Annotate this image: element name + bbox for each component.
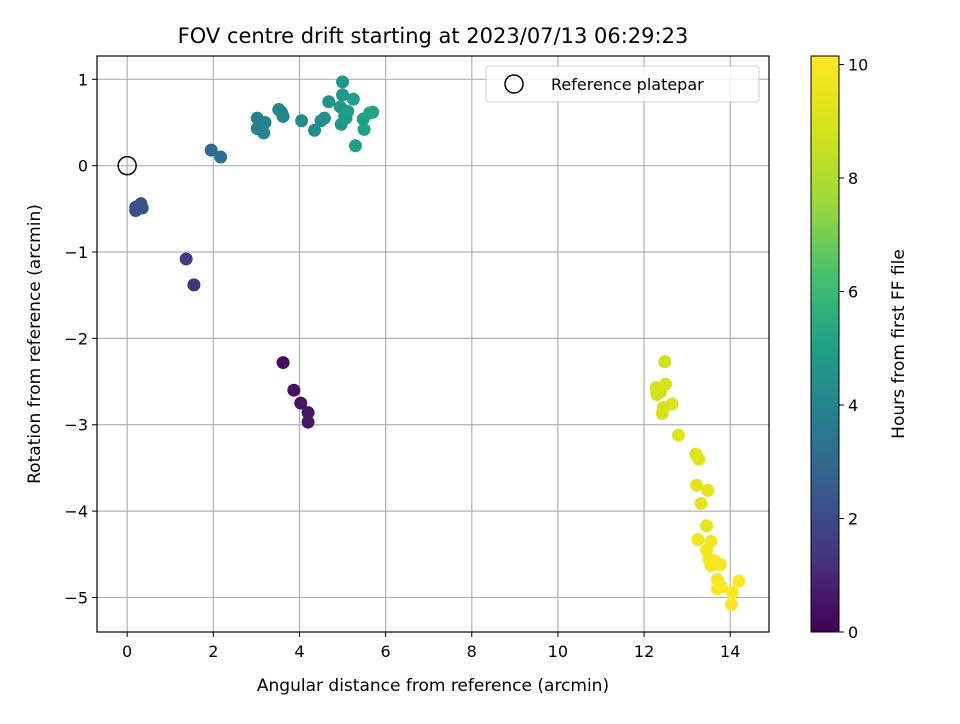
data-point (715, 580, 729, 594)
data-point (341, 104, 355, 118)
data-point (690, 478, 704, 492)
reference-platepar-marker (117, 155, 137, 176)
data-point (214, 150, 228, 164)
data-point (366, 105, 380, 119)
data-point (276, 356, 290, 370)
x-tick-label: 10 (548, 642, 568, 661)
y-tick-label: −1 (64, 243, 88, 262)
data-point (357, 122, 371, 136)
grid-lines (97, 56, 769, 632)
data-point (204, 143, 218, 157)
colorbar: 0 2 4 6 8 10 Hours from first FF file (810, 55, 909, 642)
legend-marker (504, 74, 524, 94)
data-point (276, 109, 290, 123)
data-point (658, 355, 672, 369)
data-point (258, 115, 272, 129)
data-point (135, 201, 149, 215)
colorbar-tick-label: 6 (848, 283, 858, 302)
data-point (322, 95, 336, 109)
plot-frame (96, 55, 770, 633)
data-point (301, 415, 315, 429)
data-point (655, 407, 669, 421)
legend: Reference platepar (485, 65, 760, 103)
colorbar-tick-label: 8 (848, 169, 858, 188)
y-tick-label: 1 (78, 70, 88, 89)
y-tick-label: 0 (78, 157, 88, 176)
y-tick-label: −2 (64, 329, 88, 348)
colorbar-tick-label: 2 (848, 510, 858, 529)
x-tick-label: 8 (467, 642, 477, 661)
data-point (187, 278, 201, 292)
data-point (336, 88, 350, 102)
data-point (295, 114, 309, 128)
data-point (692, 452, 706, 466)
legend-entry-reference-platepar: Reference platepar (551, 75, 704, 94)
data-point (704, 534, 718, 548)
scatter-points (129, 75, 746, 611)
x-tick-label: 14 (720, 642, 740, 661)
chart-title: FOV centre drift starting at 2023/07/13 … (178, 24, 689, 48)
data-point (691, 533, 705, 547)
data-point (294, 396, 308, 410)
colorbar-tick-label: 10 (848, 56, 868, 75)
y-tick-label: −3 (64, 416, 88, 435)
legend-box (485, 65, 760, 103)
data-point (701, 483, 715, 497)
data-point (672, 428, 686, 442)
colorbar-ticks: 0 2 4 6 8 10 (839, 56, 868, 642)
colorbar-gradient (811, 56, 839, 632)
data-point (257, 126, 271, 140)
colorbar-tick-label: 4 (848, 396, 858, 415)
data-point (700, 519, 714, 533)
y-axis-title: Rotation from reference (arcmin) (25, 204, 45, 484)
data-point (317, 111, 331, 125)
data-point (725, 585, 739, 599)
data-point (348, 139, 362, 153)
data-point (336, 75, 350, 89)
y-tick-label: −5 (64, 588, 88, 607)
x-tick-label: 2 (208, 642, 218, 661)
x-tick-label: 12 (634, 642, 654, 661)
data-point (287, 383, 301, 397)
data-point (694, 496, 708, 510)
data-point (725, 597, 739, 611)
colorbar-tick-label: 0 (848, 623, 858, 642)
data-point (346, 92, 360, 106)
data-point (665, 397, 679, 411)
data-point (732, 574, 746, 588)
data-point (713, 558, 727, 572)
data-point (308, 123, 322, 137)
data-point (659, 377, 673, 391)
colorbar-frame (810, 55, 840, 633)
x-axis-ticks: 0 2 4 6 8 10 12 14 (122, 632, 740, 661)
x-tick-label: 6 (381, 642, 391, 661)
x-tick-label: 0 (122, 642, 132, 661)
y-tick-label: −4 (64, 502, 88, 521)
x-tick-label: 4 (294, 642, 304, 661)
y-axis-ticks: 1 0 −1 −2 −3 −4 −5 (64, 70, 97, 607)
data-point (301, 406, 315, 420)
x-axis-title: Angular distance from reference (arcmin) (257, 676, 609, 696)
colorbar-label: Hours from first FF file (889, 249, 909, 439)
data-point (179, 252, 193, 266)
